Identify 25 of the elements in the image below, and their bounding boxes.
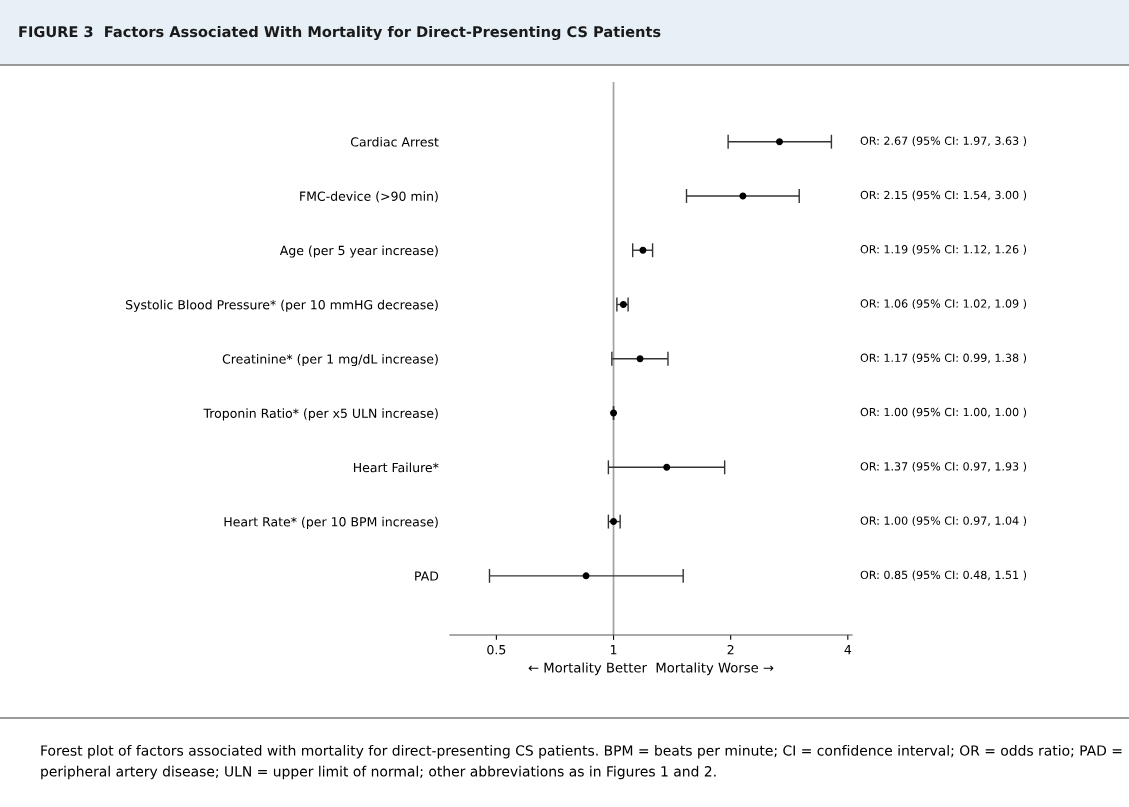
- data-label: OR: 1.17 (95% CI: 0.99, 1.38 ): [860, 353, 1027, 364]
- data-label: OR: 1.00 (95% CI: 0.97, 1.04 ): [860, 516, 1027, 527]
- y-tick-label: FMC-device (>90 min): [300, 191, 438, 203]
- y-tick-label: Cardiac Arrest: [350, 136, 439, 147]
- data-label: OR: 1.06 (95% CI: 1.02, 1.09 ): [860, 299, 1027, 310]
- y-tick-label: Systolic Blood Pressure* (per 10 mmHG decrease): [126, 299, 438, 312]
- data-label: OR: 2.67 (95% CI: 1.97, 3.63 ): [860, 136, 1027, 147]
- y-tick-label: Age (per 5 year increase): [279, 245, 438, 258]
- x-tick-label: 1: [610, 645, 617, 655]
- x-tick-label: 2: [727, 644, 734, 655]
- data-label: OR: 1.37 (95% CI: 0.97, 1.93 ): [860, 461, 1027, 472]
- y-tick-label: PAD: [415, 571, 439, 581]
- x-tick-label: 4: [844, 645, 852, 655]
- y-tick-label: Heart Rate* (per 10 BPM increase): [224, 516, 438, 529]
- text: Forest plot of factors associated with mortality for direct-presenting CS patients. BPM = beats per minute; CI = confidence interval; OR = odds ratio; PAD = peripheral artery disease; ULN = upper limit of normal; other abbreviations as in Figures 1 and 2.: [41, 745, 1122, 780]
- data-label: OR: 0.85 (95% CI: 0.48, 1.51 ): [860, 570, 1027, 581]
- y-tick-label: Heart Failure*: [353, 462, 439, 473]
- data-label: OR: 1.00 (95% CI: 1.00, 1.00 ): [860, 407, 1027, 418]
- x-axis-title: ← Mortality Better Mortality Worse →: [528, 662, 774, 676]
- y-tick-label: Troponin Ratio* (per x5 ULN increase): [203, 408, 438, 421]
- data-label: OR: 2.15 (95% CI: 1.54, 3.00 ): [860, 190, 1027, 201]
- chart-title: FIGURE 3 Factors Associated With Mortality for Direct-Presenting CS Patients: [19, 25, 661, 41]
- data-label: OR: 1.19 (95% CI: 1.12, 1.26 ): [860, 244, 1027, 255]
- y-tick-label: Creatinine* (per 1 mg/dL increase): [222, 354, 438, 367]
- x-tick-label: 0.5: [487, 644, 506, 655]
